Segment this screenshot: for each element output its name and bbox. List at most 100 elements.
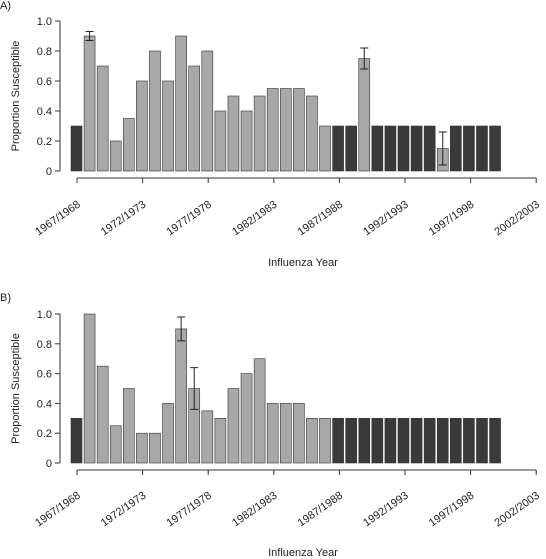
y-tick-label: 1.0 [37, 16, 52, 28]
bar [476, 417, 488, 464]
bar [397, 417, 410, 464]
y-tick-label: 0.8 [37, 339, 52, 351]
bar [162, 403, 174, 464]
x-tick-label: 1992/1993 [361, 199, 410, 239]
bar [450, 417, 462, 464]
bar [306, 417, 318, 464]
x-tick-label: 1972/1973 [99, 490, 148, 530]
y-tick-label: 0 [46, 166, 52, 178]
bar [227, 95, 240, 172]
y-tick-label: 0.4 [37, 106, 52, 118]
bar [450, 125, 462, 172]
x-tick-label: 1987/1988 [296, 199, 345, 239]
x-tick-label: 1982/1983 [230, 199, 279, 239]
bar [358, 58, 371, 172]
y-tick-label: 0.8 [37, 46, 52, 58]
panel-a: A) 0 0.2 0.4 0.6 0.8 1.0 Proportion Susceptible… [0, 0, 542, 269]
bar [410, 417, 423, 464]
bar [149, 432, 161, 464]
x-axis-label: Influenza Year [268, 547, 338, 559]
bar [463, 417, 475, 464]
bar [463, 125, 475, 172]
bar [306, 95, 318, 172]
bar [201, 410, 214, 464]
x-tick-label: 1977/1978 [164, 490, 213, 530]
bar [214, 417, 227, 464]
bar [279, 403, 292, 464]
bar [319, 417, 331, 464]
bar [136, 432, 148, 464]
x-tick-label: 1982/1983 [230, 490, 279, 530]
bar [240, 110, 253, 172]
y-axis-label: Proportion Susceptible [10, 41, 22, 152]
y-tick-label: 0.4 [37, 398, 52, 410]
y-axis-label: Proportion Susceptible [10, 333, 22, 444]
y-tick-label: 0 [46, 458, 52, 470]
x-tick-label: 1977/1978 [164, 199, 213, 239]
bar [83, 35, 96, 172]
bar [109, 140, 122, 172]
bar [70, 125, 83, 172]
bar [109, 425, 122, 464]
bar [332, 417, 344, 464]
y-tick-label: 0.6 [37, 369, 52, 381]
y-tick-label: 0.2 [37, 136, 52, 148]
bar [162, 80, 174, 172]
bar [136, 80, 148, 172]
panel-label: B) [0, 292, 11, 304]
bar [489, 417, 501, 464]
x-tick-label: 1997/1998 [427, 490, 476, 530]
bar [397, 125, 410, 172]
y-tick-label: 0.2 [37, 428, 52, 440]
x-axis-label: Influenza Year [268, 257, 338, 269]
x-tick-label: 1997/1998 [427, 199, 476, 239]
bar [83, 313, 96, 464]
x-tick-label: 1972/1973 [99, 199, 148, 239]
bar [293, 403, 305, 464]
bar [227, 388, 240, 464]
bar [345, 125, 357, 172]
bar [253, 95, 266, 172]
bar [384, 417, 397, 464]
bar [332, 125, 344, 172]
bar [123, 118, 135, 172]
x-tick-label: 1992/1993 [361, 490, 410, 530]
bar [266, 403, 279, 464]
bar [96, 365, 109, 464]
bar [266, 88, 279, 172]
bar [358, 417, 371, 464]
bar [253, 358, 266, 464]
bar [188, 65, 201, 172]
bar [96, 65, 109, 172]
bar [384, 125, 397, 172]
bar [201, 50, 214, 172]
panel-label: A) [0, 0, 11, 12]
bar [345, 417, 357, 464]
x-tick-label: 1987/1988 [296, 490, 345, 530]
bar [175, 328, 187, 464]
bar [371, 125, 384, 172]
bar [240, 373, 253, 464]
bar [319, 125, 331, 172]
x-tick-label: 2002/2003 [492, 199, 541, 239]
bar [293, 88, 305, 172]
panel-b: B) 0 0.2 0.4 0.6 0.8 1.0 Proportion Susceptible… [0, 292, 542, 559]
y-tick-label: 1.0 [37, 309, 52, 321]
bar [423, 417, 436, 464]
bar [476, 125, 488, 172]
bar [279, 88, 292, 172]
bar [214, 110, 227, 172]
x-tick-label: 2002/2003 [492, 490, 541, 530]
bar [175, 35, 187, 172]
bar [436, 417, 449, 464]
x-tick-label: 1967/1968 [33, 490, 82, 530]
x-tick-label: 1967/1968 [33, 199, 82, 239]
bar [371, 417, 384, 464]
y-tick-label: 0.6 [37, 76, 52, 88]
bar [423, 125, 436, 172]
bar [70, 417, 83, 464]
bar [489, 125, 501, 172]
bar [149, 50, 161, 172]
bar [123, 388, 135, 464]
